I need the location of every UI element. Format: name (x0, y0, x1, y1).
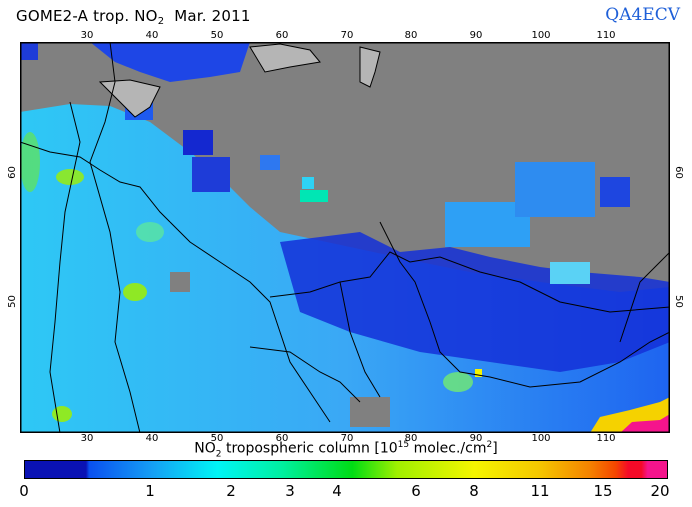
data-patch (192, 157, 230, 192)
country-borders (20, 42, 670, 433)
lon-tick: 60 (275, 433, 289, 444)
lon-tick: 40 (145, 30, 159, 41)
lon-tick: 30 (80, 30, 94, 41)
lat-tick-right: 60 (672, 166, 684, 179)
no-data-gap (170, 272, 190, 292)
data-patch-north (90, 42, 250, 82)
lon-tick: 80 (404, 433, 418, 444)
data-patch (260, 155, 280, 170)
white-sea (98, 79, 161, 118)
lat-tick-left: 50 (6, 295, 18, 308)
data-patch-east (600, 177, 630, 207)
hotspot (443, 372, 473, 392)
lon-tick: 60 (275, 30, 289, 41)
colorbar-title: NO2 tropospheric column [1015 molec./cm2… (194, 440, 498, 460)
lat-tick-right: 50 (672, 295, 684, 308)
colorbar-tick: 3 (285, 482, 295, 500)
hotspot (56, 169, 84, 185)
gulf-of-ob (359, 46, 381, 88)
colorbar-tick: 20 (650, 482, 670, 500)
lon-tick: 90 (469, 30, 483, 41)
lon-tick: 110 (596, 433, 616, 444)
colorbar-tick: 4 (332, 482, 342, 500)
data-patch (183, 130, 213, 155)
colorbar-tick: 15 (593, 482, 613, 500)
no-data-gap (350, 397, 390, 427)
lon-tick: 50 (210, 433, 224, 444)
water-body (249, 43, 321, 73)
colorbar-tick: 1 (145, 482, 155, 500)
colorbar-tick: 6 (411, 482, 421, 500)
hotspot (20, 132, 40, 192)
data-patch (20, 42, 38, 60)
lon-tick: 110 (596, 30, 616, 41)
hotspot (136, 222, 164, 242)
colorbar-tick: 0 (19, 482, 29, 500)
colorbar (24, 460, 668, 479)
data-patch (302, 177, 314, 189)
lon-tick: 50 (210, 30, 224, 41)
colorbar-tick: 2 (226, 482, 236, 500)
colorbar-tick: 8 (469, 482, 479, 500)
brand-label: QA4ECV (605, 5, 680, 25)
lon-tick: 100 (531, 433, 551, 444)
lon-tick: 100 (531, 30, 551, 41)
data-patch-east (515, 162, 595, 217)
hotspot-china-max (620, 414, 670, 433)
map-title: GOME2-A trop. NO2 Mar. 2011 (16, 7, 251, 27)
no2-map (20, 42, 670, 433)
lon-tick: 90 (469, 433, 483, 444)
lon-tick: 70 (340, 30, 354, 41)
colorbar-tick: 11 (530, 482, 550, 500)
data-patch-east (550, 262, 590, 284)
data-patch (300, 190, 328, 202)
lon-tick: 30 (80, 433, 94, 444)
lon-tick: 40 (145, 433, 159, 444)
hotspot (52, 406, 72, 422)
lon-tick: 80 (404, 30, 418, 41)
hotspot (123, 283, 147, 301)
lat-tick-left: 60 (6, 166, 18, 179)
hotspot (475, 369, 482, 377)
map-frame (20, 42, 670, 433)
lon-tick: 70 (340, 433, 354, 444)
